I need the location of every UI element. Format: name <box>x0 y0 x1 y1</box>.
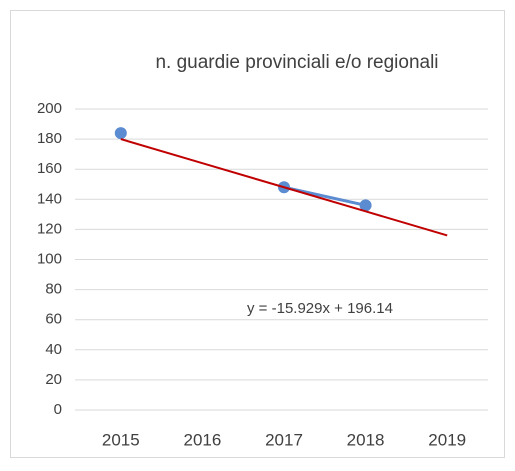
trendline-equation: y = -15.929x + 196.14 <box>247 300 393 317</box>
y-tick-label: 140 <box>37 190 62 207</box>
chart-border <box>10 10 505 458</box>
x-tick-label: 2017 <box>265 430 303 449</box>
y-tick-label: 80 <box>45 281 62 298</box>
y-tick-label: 0 <box>54 401 62 418</box>
x-tick-label: 2019 <box>428 430 466 449</box>
y-tick-label: 100 <box>37 250 62 267</box>
y-tick-label: 60 <box>45 311 62 328</box>
y-tick-label: 40 <box>45 341 62 358</box>
x-tick-label: 2018 <box>347 430 385 449</box>
chart-title: n. guardie provinciali e/o regionali <box>155 52 438 73</box>
x-tick-label: 2016 <box>183 430 221 449</box>
trendline <box>120 138 448 237</box>
x-tick-label: 2015 <box>102 430 140 449</box>
y-tick-label: 120 <box>37 220 62 237</box>
point <box>359 199 372 212</box>
y-tick-label: 180 <box>37 130 62 147</box>
y-tick-label: 20 <box>45 371 62 388</box>
point <box>114 127 127 140</box>
y-tick-label: 200 <box>37 100 62 117</box>
y-tick-label: 160 <box>37 160 62 177</box>
